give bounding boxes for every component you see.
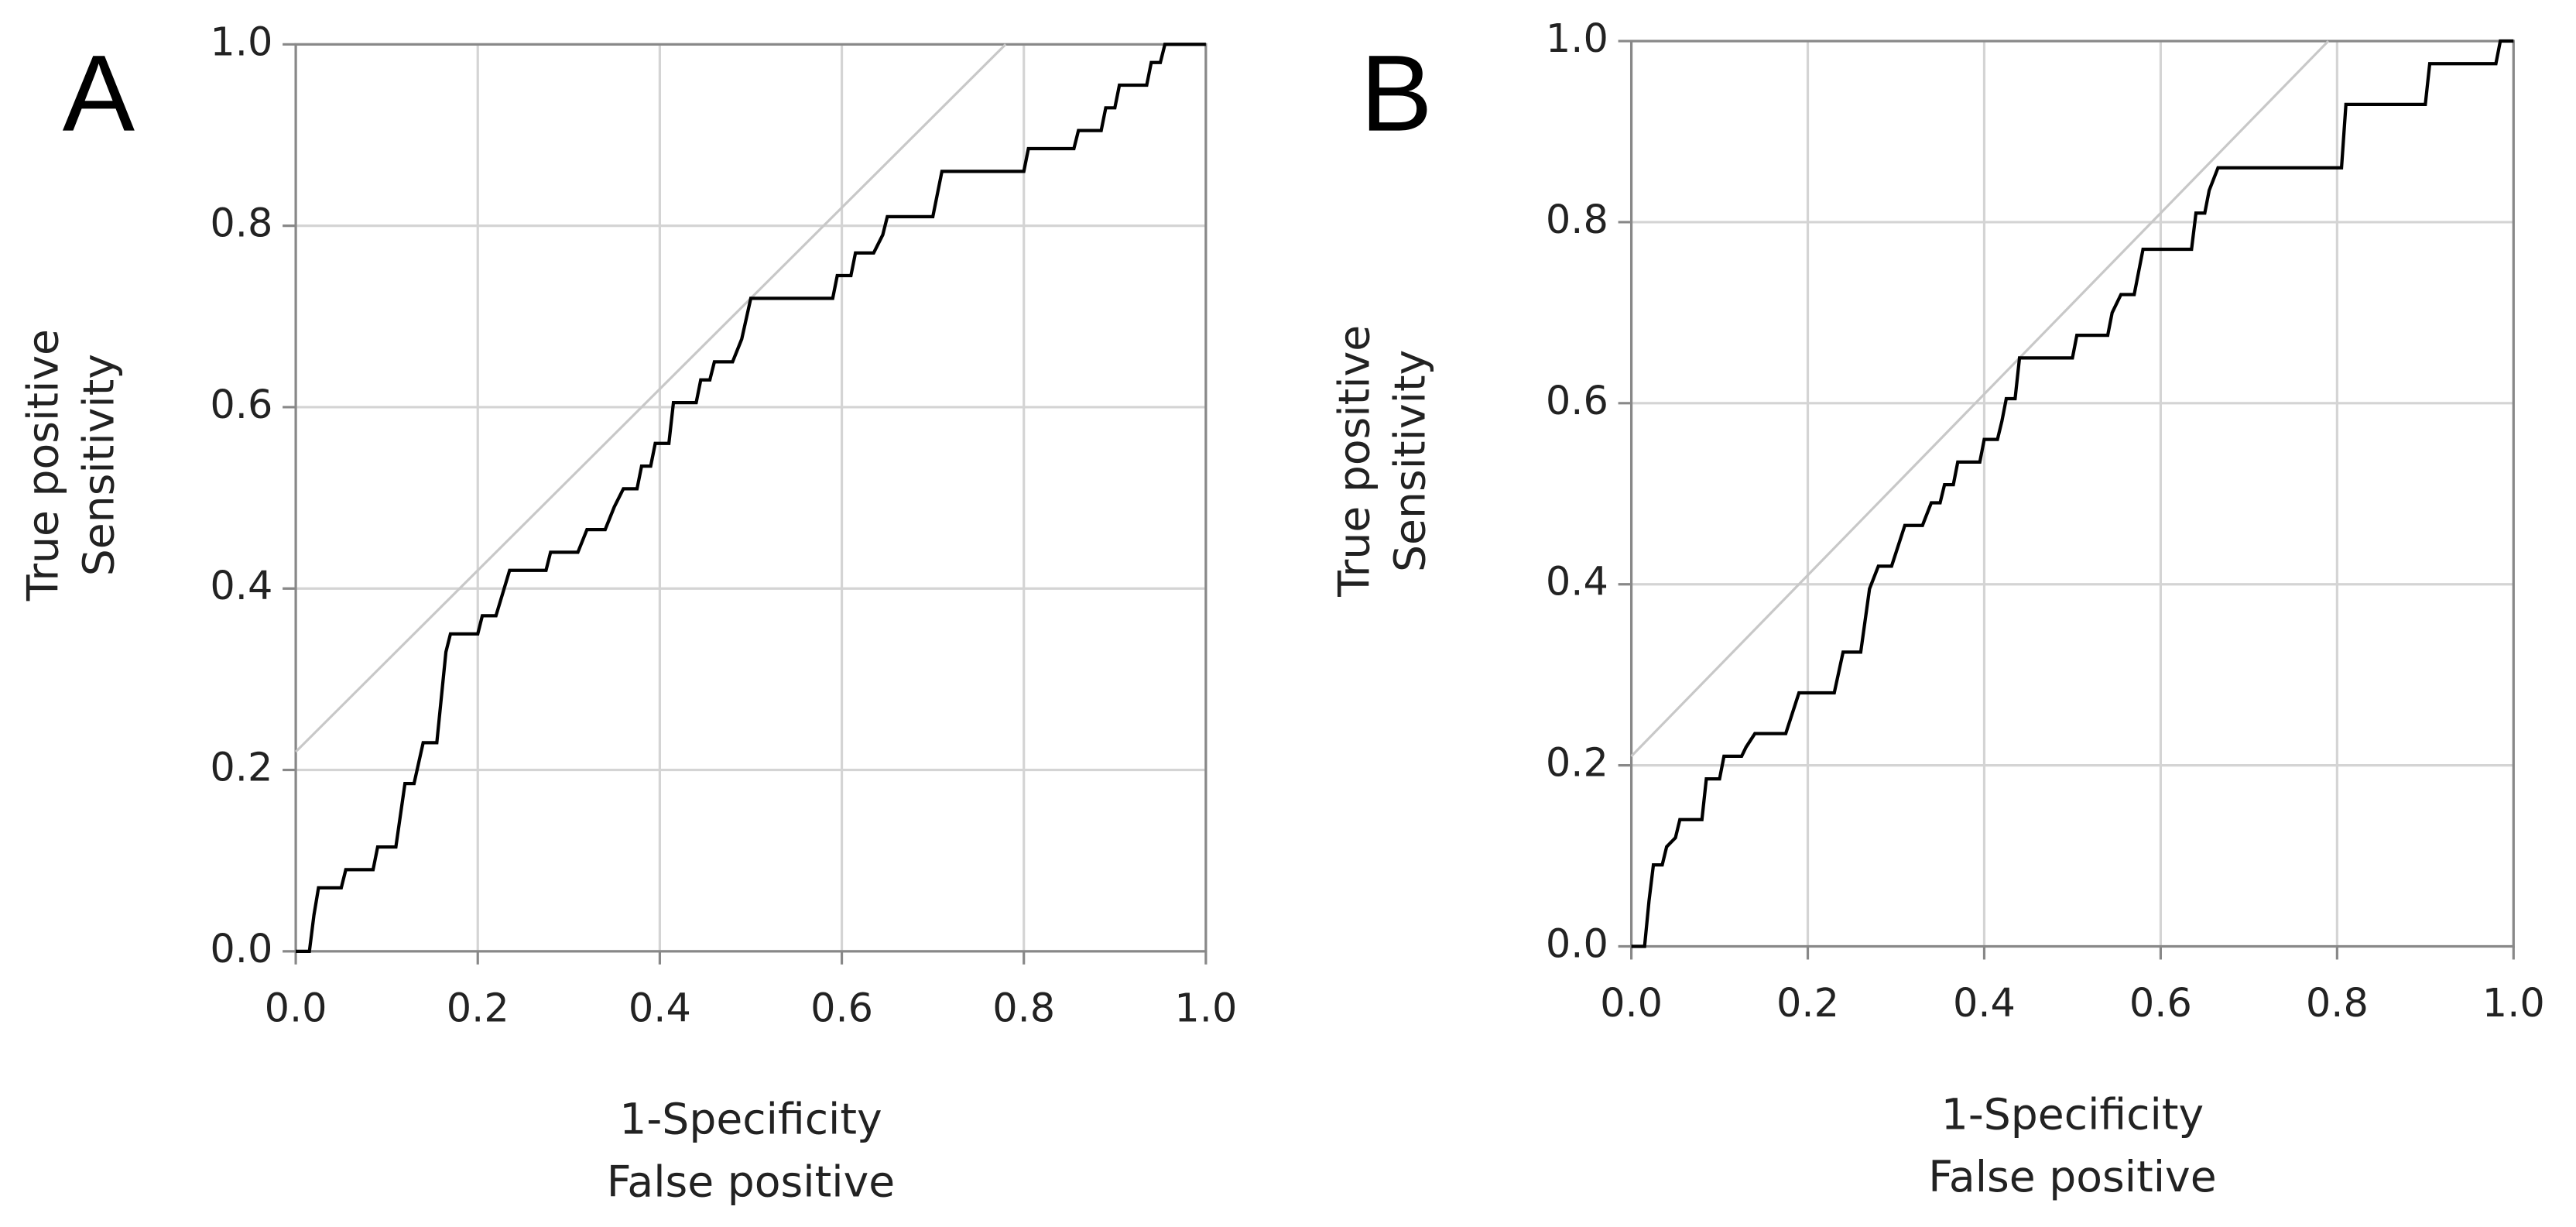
y-tick-label: 0.2	[1546, 741, 1608, 787]
y-tick-label: 0.2	[210, 745, 272, 791]
y-axis-title: True positive	[19, 329, 69, 602]
plot-frame	[1629, 39, 2515, 948]
x-tick-label: 0.2	[1776, 981, 1839, 1026]
reference-line	[1630, 39, 2330, 758]
y-axis-title: Sensitivity	[1386, 350, 1435, 572]
plot-frame	[294, 43, 1208, 953]
x-axis-title: False positive	[1928, 1153, 2216, 1202]
y-axis-title: Sensitivity	[75, 354, 125, 576]
y-tick-label: 1.0	[1546, 16, 1608, 62]
x-tick-label: 0.4	[629, 985, 691, 1031]
x-tick-label: 0.4	[1953, 981, 2016, 1026]
y-tick-label: 0.0	[1546, 921, 1608, 967]
y-tick-label: 0.0	[210, 927, 272, 972]
x-axis-title: False positive	[607, 1157, 895, 1207]
x-tick-label: 0.0	[1600, 981, 1663, 1026]
y-tick-label: 0.4	[210, 564, 272, 609]
y-tick-label: 0.6	[1546, 379, 1608, 424]
y-tick-label: 0.4	[1546, 560, 1608, 605]
y-tick-label: 0.8	[210, 201, 272, 247]
x-axis-title: 1-Specificity	[619, 1095, 882, 1145]
x-tick-label: 0.0	[265, 985, 327, 1031]
reference-line	[294, 43, 1007, 753]
x-tick-label: 0.2	[447, 985, 509, 1031]
x-axis-title: 1-Specificity	[1941, 1090, 2204, 1140]
x-tick-label: 0.6	[2129, 981, 2192, 1026]
x-tick-label: 1.0	[2482, 981, 2545, 1026]
y-tick-label: 1.0	[210, 19, 272, 65]
y-tick-label: 0.8	[1546, 197, 1608, 243]
x-tick-label: 0.8	[2306, 981, 2369, 1026]
x-tick-label: 0.6	[810, 985, 873, 1031]
y-tick-label: 0.6	[210, 382, 272, 428]
roc-curve	[1631, 39, 2514, 948]
panel-label: A	[63, 33, 135, 154]
panel-label: B	[1360, 33, 1432, 154]
y-axis-title: True positive	[1330, 325, 1379, 598]
roc-curve	[296, 43, 1206, 953]
x-tick-label: 1.0	[1174, 985, 1237, 1031]
x-tick-label: 0.8	[992, 985, 1055, 1031]
